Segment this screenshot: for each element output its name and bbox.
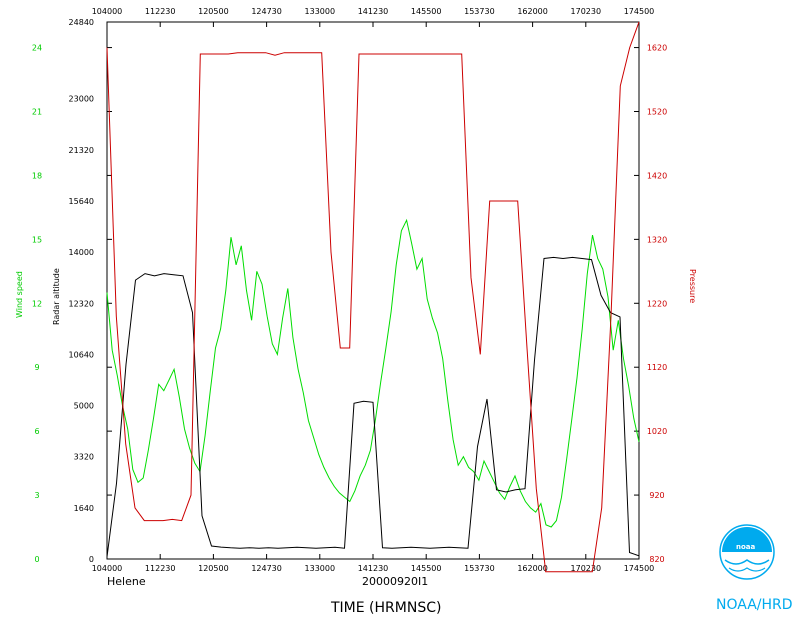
x-tick-label-top: 120500: [198, 7, 229, 16]
pressure-tick-label: 1120: [647, 363, 667, 372]
wind-tick-label: 21: [32, 108, 42, 117]
wind-axis-tick-labels: 0 3 6 9 12 15 18 21 24: [32, 44, 42, 564]
x-axis-title: TIME (HRMNSC): [330, 600, 441, 616]
wind-tick-label: 12: [32, 299, 42, 308]
x-tick-label-bottom: 141230: [358, 564, 389, 573]
wind-tick-label: 0: [34, 555, 39, 564]
altitude-tick-label: 3320: [74, 453, 94, 462]
x-tick-label-top: 145500: [411, 7, 442, 16]
x-tick-label-top: 133000: [305, 7, 336, 16]
axis-ticks: [106, 22, 640, 560]
altitude-axis-title: Radar altitude: [52, 268, 61, 325]
altitude-tick-label: 12320: [69, 299, 94, 308]
altitude-tick-label: 1640: [74, 504, 94, 513]
x-tick-label-top: 162000: [517, 7, 548, 16]
pressure-tick-label: 1220: [647, 299, 667, 308]
x-tick-label-bottom: 174500: [624, 564, 655, 573]
x-tick-label-bottom: 133000: [305, 564, 336, 573]
x-tick-label-top: 153730: [464, 7, 495, 16]
x-tick-label-bottom: 120500: [198, 564, 229, 573]
x-tick-label-bottom: 112230: [145, 564, 176, 573]
pressure-axis-tick-labels: 820 920 1020 1120 1220 1320 1420 1520 1620: [647, 44, 667, 564]
wind-tick-label: 3: [34, 491, 39, 500]
bottom-time-tick-labels: 104000 112230 120500 124730 133000 141230 1455…: [92, 564, 655, 573]
storm-name: Helene: [107, 575, 146, 588]
wind-axis-title: Wind speed: [15, 271, 24, 318]
x-tick-label-top: 141230: [358, 7, 389, 16]
pressure-tick-label: 1620: [647, 44, 667, 53]
flight-id: 20000920I1: [362, 575, 428, 588]
wind-tick-label: 24: [32, 44, 42, 53]
altitude-tick-label: 0: [89, 555, 94, 564]
pressure-tick-label: 1420: [647, 171, 667, 180]
x-tick-label-top: 170230: [571, 7, 602, 16]
series-layer: [106, 21, 640, 573]
wind-speed-series-line: [106, 218, 640, 528]
altitude-tick-label: 14000: [69, 248, 94, 257]
pressure-tick-label: 1520: [647, 108, 667, 117]
pressure-tick-label: 1020: [647, 427, 667, 436]
x-tick-label-bottom: 153730: [464, 564, 495, 573]
x-tick-label-bottom: 162000: [517, 564, 548, 573]
altitude-tick-label: 21320: [69, 146, 94, 155]
altitude-tick-label: 23000: [69, 95, 94, 104]
altitude-tick-label: 10640: [69, 350, 94, 359]
altitude-tick-label: 24840: [69, 18, 94, 27]
svg-text:noaa: noaa: [736, 543, 756, 551]
pressure-tick-label: 1320: [647, 235, 667, 244]
altitude-tick-label: 15640: [69, 197, 94, 206]
wind-tick-label: 15: [32, 235, 42, 244]
wind-tick-label: 9: [34, 363, 39, 372]
pressure-tick-label: 820: [649, 555, 664, 564]
radar-altitude-series-line: [106, 256, 640, 557]
top-time-tick-labels: 104000 112230 120500 124730 133000 141230 1455…: [92, 7, 655, 16]
noaa-hrd-logo-text: NOAA/HRD: [716, 597, 793, 613]
wind-tick-label: 18: [32, 171, 42, 180]
x-tick-label-bottom: 124730: [251, 564, 282, 573]
x-tick-label-bottom: 145500: [411, 564, 442, 573]
altitude-axis-tick-labels: 0 1640 3320 5000 10640 12320 14000 15640 21320 23…: [69, 18, 94, 564]
x-tick-label-top: 124730: [251, 7, 282, 16]
x-tick-label-top: 112230: [145, 7, 176, 16]
x-tick-label-bottom: 170230: [571, 564, 602, 573]
x-tick-label-top: 104000: [92, 7, 123, 16]
noaa-logo-icon: noaa: [719, 524, 775, 580]
pressure-axis-title: Pressure: [688, 269, 697, 303]
x-tick-label-top: 174500: [624, 7, 655, 16]
pressure-series-line: [106, 21, 640, 573]
x-tick-label-bottom: 104000: [92, 564, 123, 573]
wind-tick-label: 6: [34, 427, 39, 436]
pressure-tick-label: 920: [649, 491, 664, 500]
altitude-tick-label: 5000: [74, 402, 94, 411]
